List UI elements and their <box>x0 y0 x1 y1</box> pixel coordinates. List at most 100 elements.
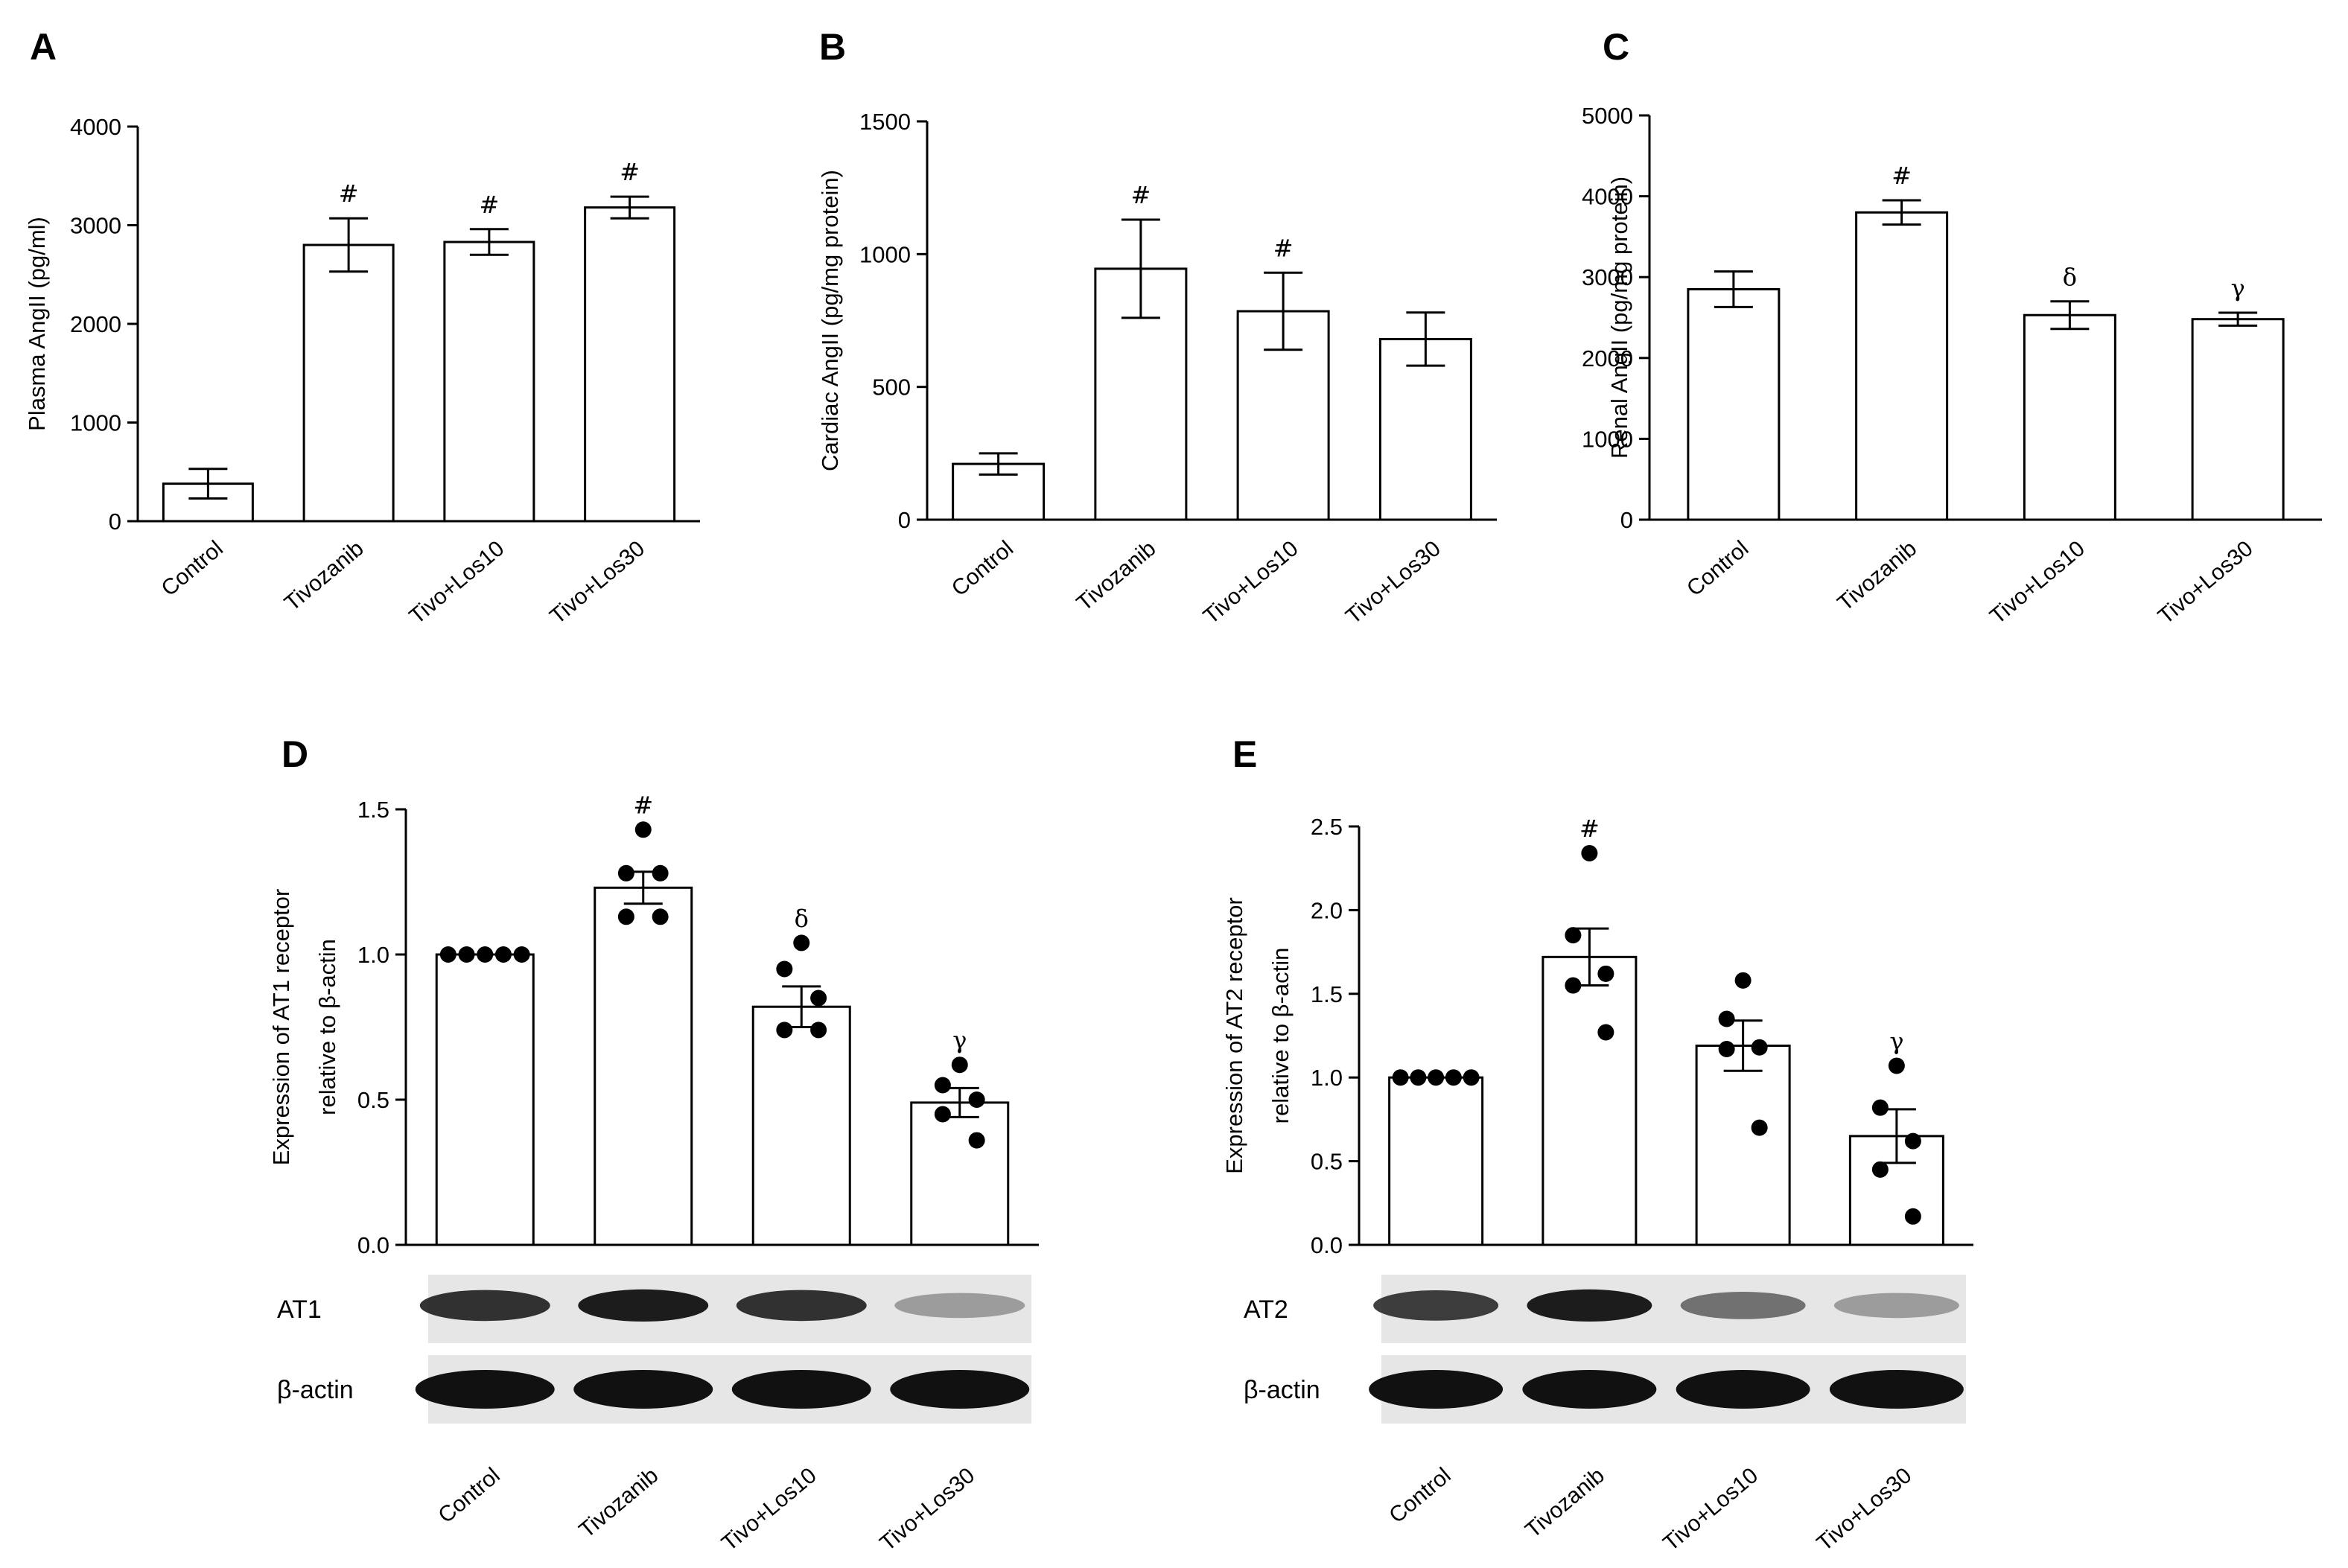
x-category-label: Tivo+Los10 <box>1985 536 2090 629</box>
y-tick-label: 3000 <box>1582 264 1633 290</box>
significance-marker: # <box>1273 234 1294 262</box>
data-point <box>1871 1099 1889 1116</box>
x-category-label: Tivo+Los10 <box>1658 1463 1763 1556</box>
significance-marker: γ <box>2231 274 2245 302</box>
chart-b: B 0 500 1000 1500 Cardiac AngII (pg/mg protei… <box>817 26 1497 629</box>
y-tick-label: 0.0 <box>1311 1232 1343 1258</box>
bar <box>751 1005 851 1246</box>
x-category-label: Tivo+Los10 <box>717 1463 821 1556</box>
x-category-label: Control <box>433 1463 504 1528</box>
data-point <box>1751 1039 1768 1056</box>
bar <box>594 886 693 1246</box>
y-tick-label: 0 <box>1620 507 1633 533</box>
x-category-label: Control <box>947 536 1018 601</box>
bar <box>910 1101 1010 1246</box>
blot-band <box>736 1290 867 1322</box>
data-point <box>652 864 669 882</box>
y-tick-label: 1000 <box>70 410 121 436</box>
data-point <box>1581 844 1598 861</box>
x-category-label: Tivo+Los10 <box>1199 536 1303 629</box>
y-tick-label: 1000 <box>1582 426 1633 452</box>
data-point <box>1718 1010 1735 1027</box>
bar <box>443 240 535 523</box>
y-axis-label: relative to β-actin <box>1267 948 1294 1124</box>
bar <box>1855 211 1949 521</box>
y-tick-label: 1.0 <box>357 942 389 968</box>
y-tick-label: 0 <box>109 509 121 535</box>
blot-label-target: AT1 <box>277 1295 322 1324</box>
panel-letter: A <box>30 26 57 68</box>
data-point <box>458 946 475 963</box>
data-point <box>1565 927 1582 944</box>
y-tick-label: 1.0 <box>1311 1065 1343 1091</box>
y-axis-label: Expression of AT2 receptor <box>1221 897 1247 1174</box>
significance-marker: # <box>1579 815 1600 843</box>
data-point <box>793 934 810 952</box>
significance-marker: δ <box>795 904 809 932</box>
x-category-label: Tivo+Los30 <box>875 1463 979 1556</box>
panel-letter: D <box>281 733 308 775</box>
y-axis-label: Cardiac AngII (pg/mg protein) <box>817 170 843 471</box>
data-point <box>934 1077 951 1094</box>
western-blot-e: AT2 β-actin <box>1244 1275 1966 1424</box>
chart-a: A 0 1000 2000 3000 4000 Plasma AngII (pg/ml) Co… <box>24 26 700 629</box>
blot-band <box>1676 1370 1810 1409</box>
significance-marker: δ <box>2063 263 2077 291</box>
data-point <box>1904 1132 1921 1150</box>
x-category-label: Tivozanib <box>1833 536 1921 616</box>
y-tick-label: 0.5 <box>1311 1149 1343 1175</box>
x-category-label: Tivozanib <box>575 1463 664 1543</box>
data-point <box>1445 1069 1462 1086</box>
bar <box>2023 313 2116 521</box>
y-tick-label: 2.5 <box>1311 814 1343 840</box>
x-category-label: Tivozanib <box>1521 1463 1609 1543</box>
significance-marker: γ <box>1889 1027 1903 1055</box>
blot-band <box>1833 1293 1959 1319</box>
y-tick-label: 1500 <box>859 109 911 135</box>
data-point <box>1597 965 1614 982</box>
y-tick-label: 0.5 <box>357 1087 389 1113</box>
y-tick-label: 2.0 <box>1311 897 1343 923</box>
y-tick-label: 1.5 <box>1311 981 1343 1007</box>
data-point <box>634 821 652 838</box>
x-category-label: Tivozanib <box>1072 536 1161 616</box>
data-point <box>1734 972 1752 989</box>
data-point <box>1392 1069 1409 1086</box>
significance-marker: # <box>339 179 359 208</box>
blot-band <box>1373 1290 1499 1321</box>
data-point <box>1904 1208 1921 1225</box>
blot-band <box>419 1290 550 1322</box>
y-axis-label: Expression of AT1 receptor <box>268 889 294 1166</box>
blot-band <box>890 1370 1030 1409</box>
blot-label-loading: β-actin <box>277 1376 354 1404</box>
x-category-label: Tivo+Los30 <box>545 536 649 629</box>
y-tick-label: 3000 <box>70 213 121 239</box>
y-tick-label: 4000 <box>70 114 121 140</box>
y-tick-label: 1000 <box>859 241 911 267</box>
y-tick-label: 2000 <box>1582 345 1633 372</box>
significance-marker: # <box>1892 162 1912 190</box>
x-category-label: Tivo+Los10 <box>405 536 509 629</box>
blot-band <box>1522 1370 1657 1409</box>
data-point <box>1410 1069 1427 1086</box>
data-point <box>810 1022 827 1039</box>
data-point <box>951 1057 968 1074</box>
data-point <box>513 946 530 963</box>
panel-letter: B <box>819 26 846 68</box>
y-tick-label: 2000 <box>70 311 121 337</box>
bar <box>584 206 676 523</box>
chart-d: D 0.0 0.5 1.0 1.5 Expression of AT1 receptor r… <box>268 733 1039 1556</box>
data-point <box>1463 1069 1480 1086</box>
chart-e: E 0.0 0.5 1.0 1.5 2.0 2.5 Expression of AT2 rec… <box>1221 733 1973 1556</box>
significance-marker: # <box>1130 181 1151 209</box>
blot-band <box>731 1370 871 1409</box>
blot-band <box>578 1289 709 1322</box>
data-point <box>617 864 634 882</box>
significance-marker: # <box>479 191 499 219</box>
bar <box>435 953 535 1246</box>
x-category-label: Tivozanib <box>280 536 369 616</box>
panel-letter: E <box>1232 733 1257 775</box>
data-point <box>1751 1119 1768 1136</box>
data-point <box>1597 1024 1614 1041</box>
x-category-label: Control <box>1384 1463 1455 1528</box>
